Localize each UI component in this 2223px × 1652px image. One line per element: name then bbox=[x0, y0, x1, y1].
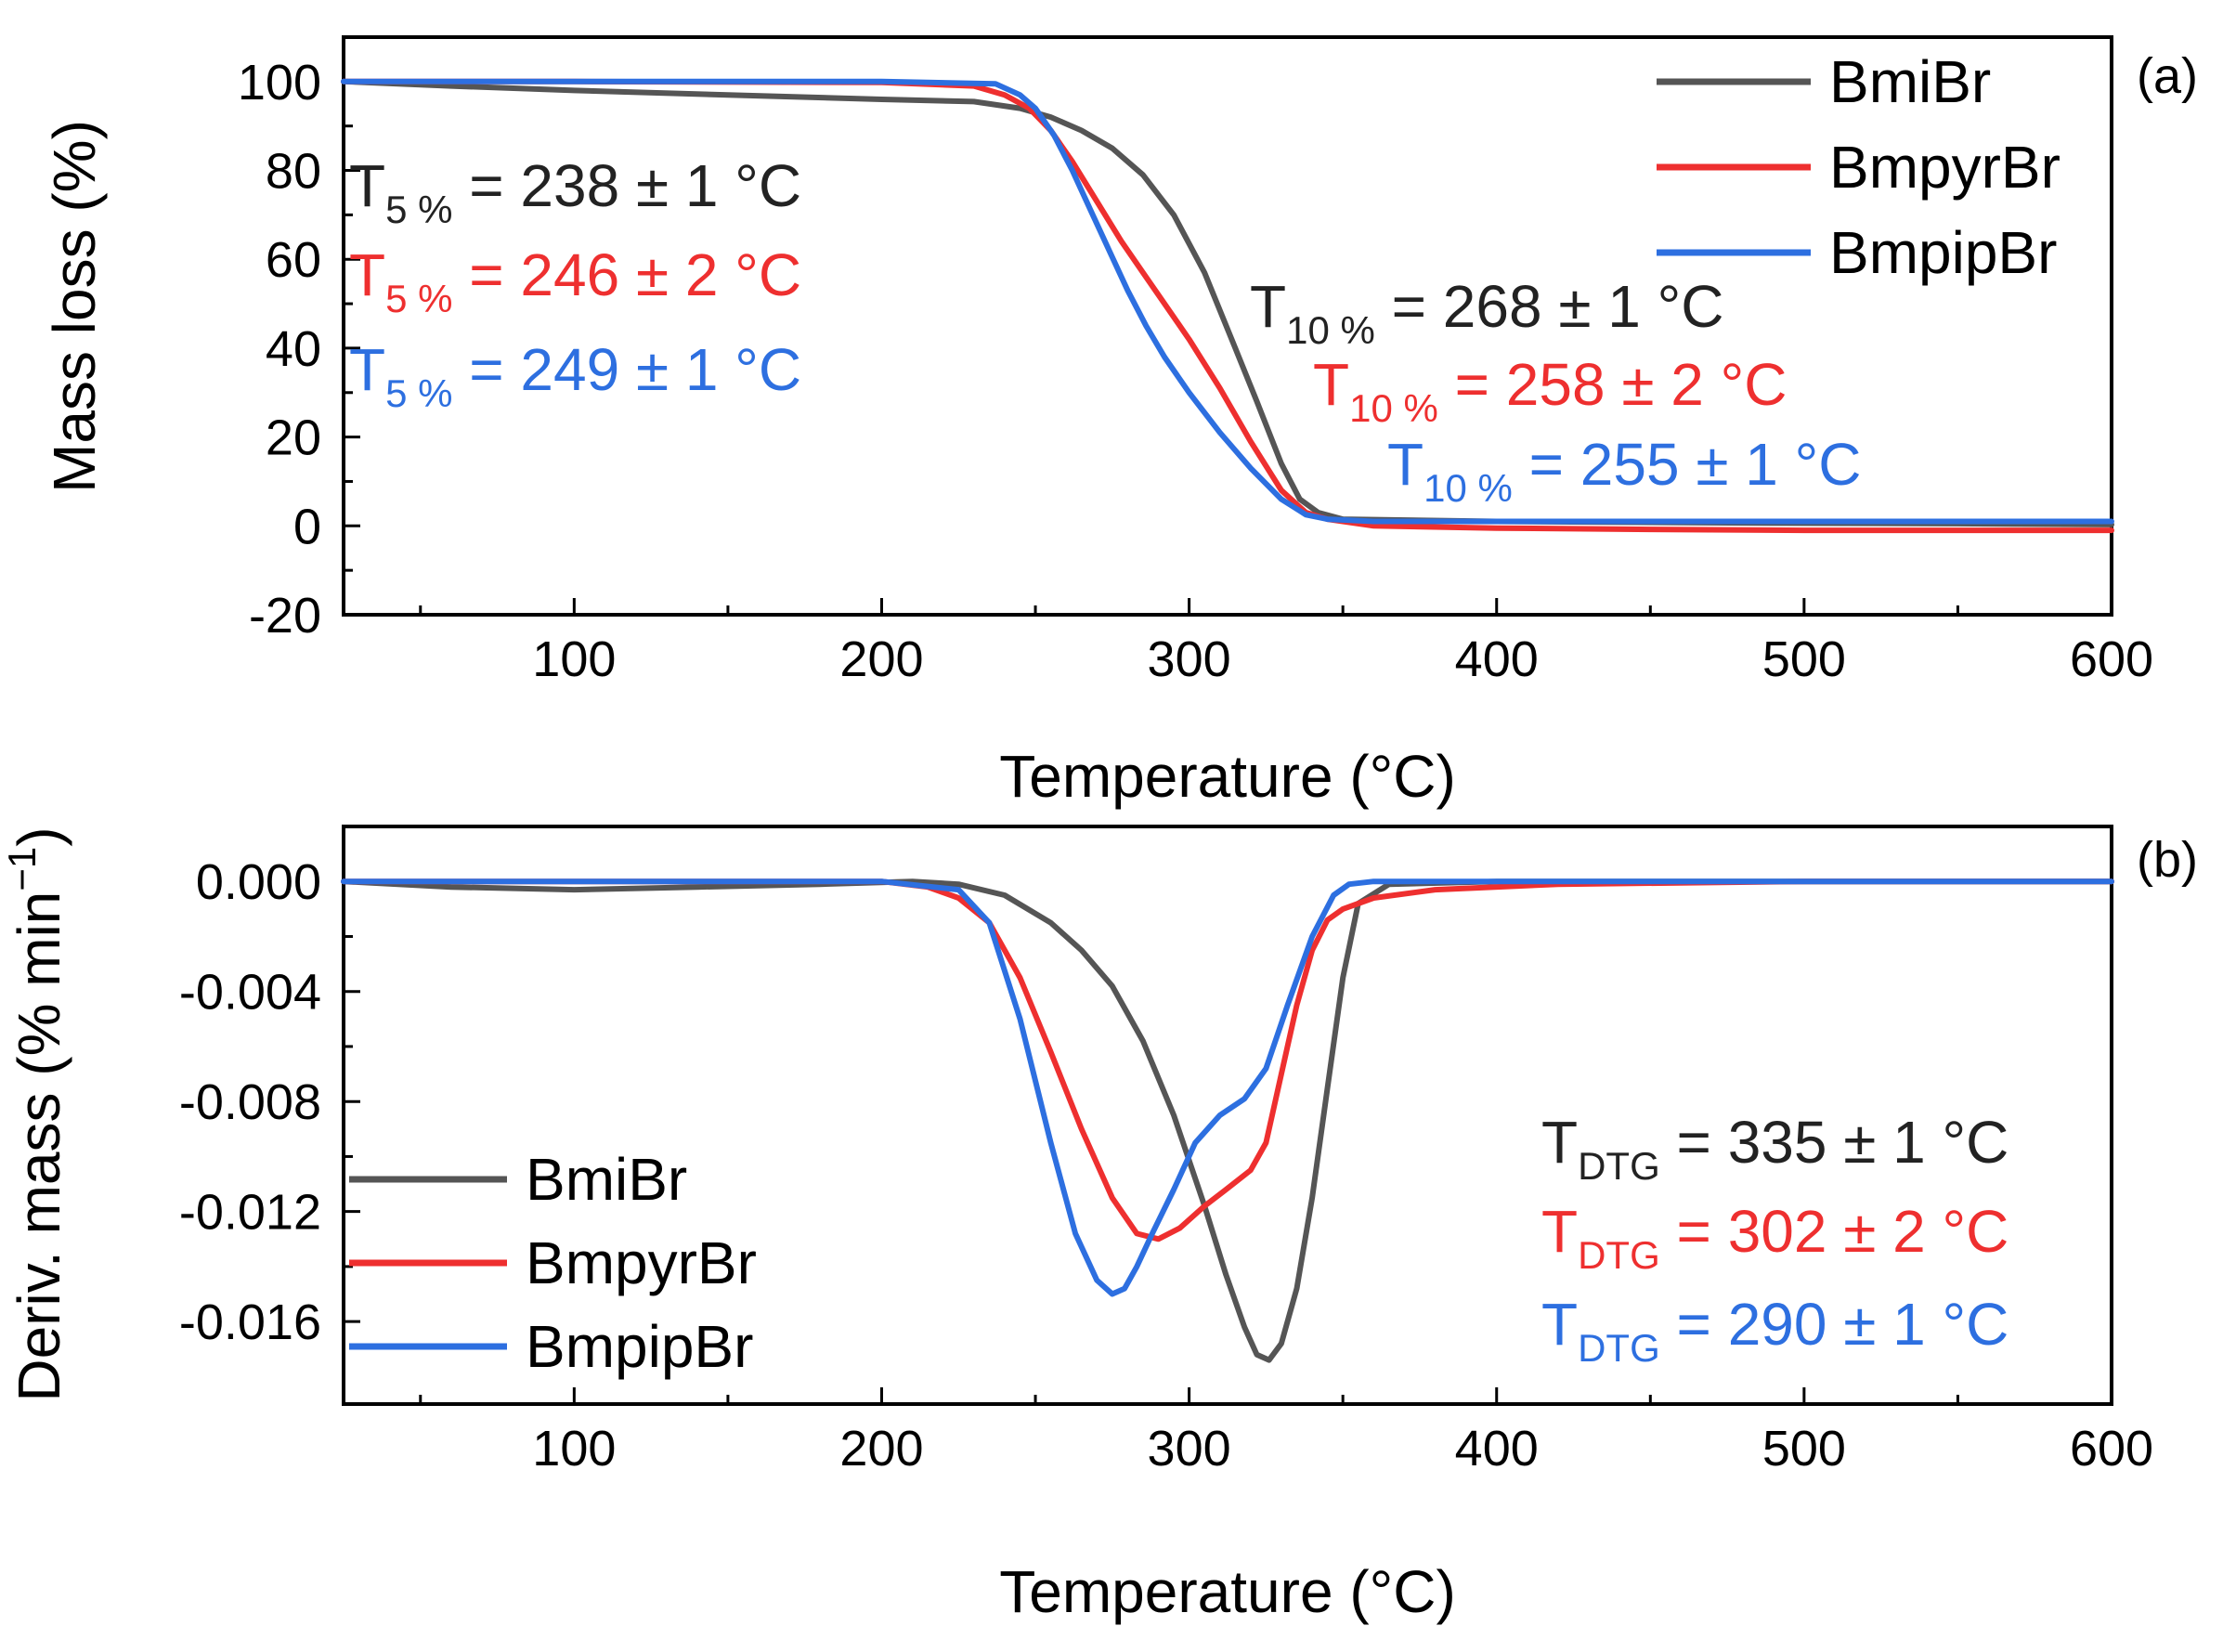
annotation-subscript: DTG bbox=[1578, 1326, 1660, 1370]
annotation-t-symbol: T bbox=[349, 152, 385, 219]
annotation-tdtg-bmpyrbr: TDTG = 302 ± 2 °C bbox=[1541, 1198, 2008, 1277]
panel-b-y-axis-title: Deriv. mass (% min−1) bbox=[0, 826, 72, 1401]
annotation-t5-bmpyrbr: T5 % = 246 ± 2 °C bbox=[349, 241, 801, 320]
panel-b-series bbox=[341, 878, 2114, 1363]
x-tick-label: 300 bbox=[1148, 631, 1231, 687]
x-tick-label: 400 bbox=[1455, 1421, 1539, 1476]
annotation-subscript: 5 % bbox=[385, 277, 452, 320]
panel-b-ticks: 100 200 300 400 500 600 0.000 -0.004 -0.008 -0.01… bbox=[179, 854, 2153, 1476]
panel-a-label: (a) bbox=[2137, 48, 2198, 104]
series-line-bmpipbr bbox=[341, 78, 2114, 525]
panel-a-mass-loss-chart: 100 200 300 400 500 600 -20 0 20 40 60 80 100 Mass l… bbox=[41, 35, 2198, 810]
panel-b-x-axis-title: Temperature (°C) bbox=[999, 1558, 1456, 1625]
x-tick-label: 200 bbox=[839, 631, 923, 687]
annotation-value: = 249 ± 1 °C bbox=[452, 336, 801, 403]
panel-a-series bbox=[341, 78, 2114, 534]
annotation-t-symbol: T bbox=[349, 336, 385, 403]
y-tick-label: -0.008 bbox=[179, 1074, 321, 1130]
panel-a-x-axis-title: Temperature (°C) bbox=[999, 743, 1456, 810]
annotation-t-symbol: T bbox=[1313, 351, 1349, 418]
y-tick-label: -0.012 bbox=[179, 1185, 321, 1241]
series-line-bmpyrbr bbox=[341, 878, 2114, 1242]
annotation-subscript: 10 % bbox=[1286, 308, 1375, 352]
panel-b-derivative-chart: 100 200 300 400 500 600 0.000 -0.004 -0.008 -0.01… bbox=[0, 825, 2198, 1625]
panel-b-legend: BmiBr BmpyrBr BmpipBr bbox=[349, 1146, 757, 1380]
annotation-t5-bmpipbr: T5 % = 249 ± 1 °C bbox=[349, 336, 801, 415]
annotation-t-symbol: T bbox=[1387, 431, 1424, 498]
panel-b-plot-frame bbox=[342, 825, 2113, 1406]
annotation-value: = 290 ± 1 °C bbox=[1660, 1291, 2009, 1358]
x-tick-label: 300 bbox=[1148, 1421, 1231, 1476]
panel-a-ticks: 100 200 300 400 500 600 -20 0 20 40 60 80 100 bbox=[238, 55, 2153, 687]
annotation-t-symbol: T bbox=[1250, 273, 1286, 340]
annotation-subscript: 5 % bbox=[385, 371, 452, 415]
legend-label-bmibr: BmiBr bbox=[1829, 48, 1991, 115]
annotation-subscript: 5 % bbox=[385, 188, 452, 231]
annotation-value: = 255 ± 1 °C bbox=[1513, 431, 1862, 498]
panel-a-y-axis-title: Mass loss (%) bbox=[41, 120, 108, 493]
x-tick-label: 500 bbox=[1762, 631, 1846, 687]
series-line-bmpyrbr bbox=[341, 78, 2114, 534]
x-tick-label: 100 bbox=[532, 1421, 616, 1476]
legend-label-bmpyrbr: BmpyrBr bbox=[526, 1229, 757, 1296]
annotation-value: = 268 ± 1 °C bbox=[1375, 273, 1724, 340]
annotation-t5-bmibr: T5 % = 238 ± 1 °C bbox=[349, 152, 801, 231]
annotation-t10-bmpipbr: T10 % = 255 ± 1 °C bbox=[1387, 431, 1861, 510]
annotation-subscript: DTG bbox=[1578, 1233, 1660, 1277]
y-tick-label: -0.004 bbox=[179, 965, 321, 1021]
x-tick-label: 500 bbox=[1762, 1421, 1846, 1476]
annotation-value: = 302 ± 2 °C bbox=[1660, 1198, 2009, 1265]
y-tick-label: 20 bbox=[266, 410, 321, 466]
x-tick-label: 400 bbox=[1455, 631, 1539, 687]
y-axis-title-close: ) bbox=[6, 826, 72, 846]
annotation-value: = 335 ± 1 °C bbox=[1660, 1109, 2009, 1176]
legend-label-bmpipbr: BmpipBr bbox=[526, 1313, 753, 1380]
annotation-t-symbol: T bbox=[1541, 1291, 1578, 1358]
annotation-subscript: 10 % bbox=[1424, 466, 1513, 510]
y-tick-label: 0.000 bbox=[196, 854, 321, 910]
y-tick-label: -0.016 bbox=[179, 1294, 321, 1350]
annotation-subscript: DTG bbox=[1578, 1144, 1660, 1188]
annotation-value: = 238 ± 1 °C bbox=[452, 152, 801, 219]
x-tick-label: 100 bbox=[532, 631, 616, 687]
y-tick-label: 80 bbox=[266, 144, 321, 200]
y-tick-label: 60 bbox=[266, 232, 321, 288]
annotation-t10-bmpyrbr: T10 % = 258 ± 2 °C bbox=[1313, 351, 1787, 430]
annotation-t-symbol: T bbox=[349, 241, 385, 308]
annotation-value: = 258 ± 2 °C bbox=[1438, 351, 1788, 418]
panel-b-label: (b) bbox=[2137, 832, 2198, 888]
y-axis-title-main: Deriv. mass (% min bbox=[6, 891, 72, 1402]
x-tick-label: 200 bbox=[839, 1421, 923, 1476]
legend-label-bmpyrbr: BmpyrBr bbox=[1829, 134, 2060, 201]
annotation-t-symbol: T bbox=[1541, 1198, 1578, 1265]
legend-label-bmibr: BmiBr bbox=[526, 1146, 687, 1213]
x-tick-label: 600 bbox=[2070, 631, 2153, 687]
y-tick-label: -20 bbox=[249, 588, 321, 644]
x-tick-label: 600 bbox=[2070, 1421, 2153, 1476]
y-tick-label: 40 bbox=[266, 321, 321, 377]
series-line-bmpipbr bbox=[341, 878, 2114, 1297]
panel-a-plot-frame bbox=[342, 35, 2113, 617]
y-axis-title-superscript: −1 bbox=[0, 847, 44, 891]
annotation-subscript: 10 % bbox=[1349, 386, 1438, 430]
annotation-t10-bmibr: T10 % = 268 ± 1 °C bbox=[1250, 273, 1723, 352]
annotation-value: = 246 ± 2 °C bbox=[452, 241, 801, 308]
y-tick-label: 100 bbox=[238, 55, 321, 111]
y-tick-label: 0 bbox=[293, 499, 321, 554]
legend-label-bmpipbr: BmpipBr bbox=[1829, 219, 2057, 286]
panel-a-legend: BmiBr BmpyrBr BmpipBr bbox=[1657, 48, 2060, 286]
annotation-tdtg-bmpipbr: TDTG = 290 ± 1 °C bbox=[1541, 1291, 2008, 1370]
annotation-tdtg-bmibr: TDTG = 335 ± 1 °C bbox=[1541, 1109, 2008, 1188]
annotation-t-symbol: T bbox=[1541, 1109, 1578, 1176]
